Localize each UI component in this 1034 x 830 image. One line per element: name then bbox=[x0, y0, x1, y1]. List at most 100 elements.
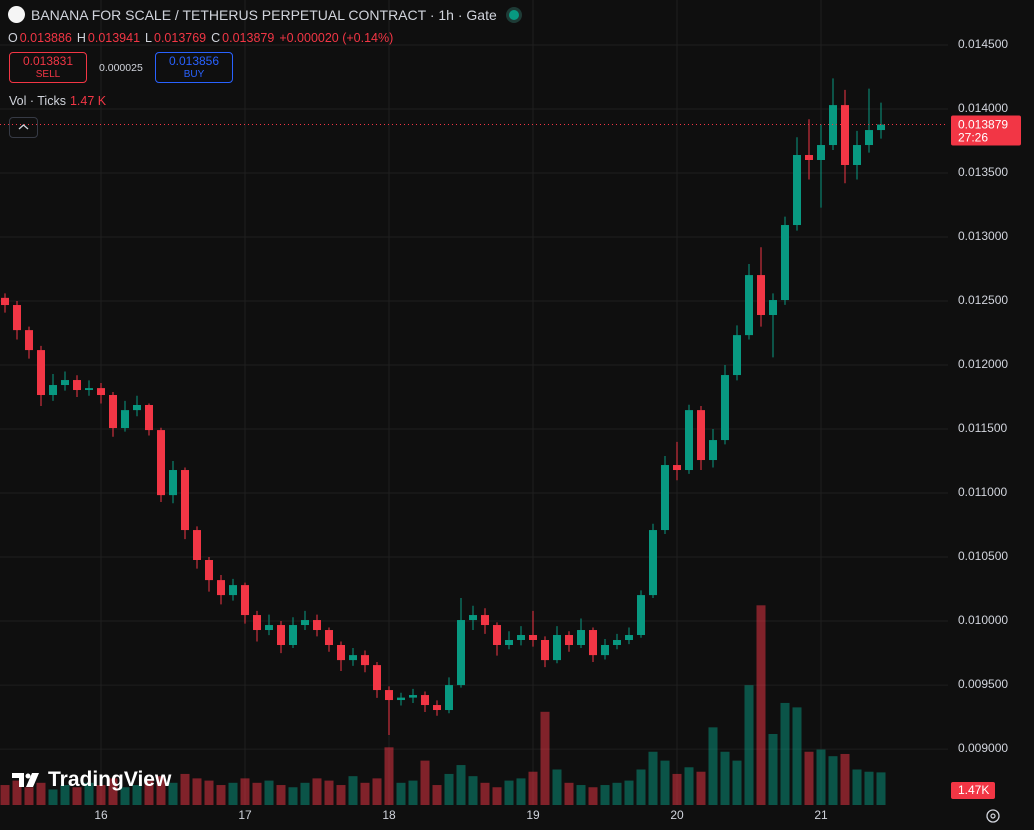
candle-body bbox=[769, 300, 777, 316]
volume-bar bbox=[504, 780, 514, 805]
ohlc-value: 0.013879 bbox=[222, 31, 275, 45]
y-tick-label: 0.012000 bbox=[958, 357, 1008, 371]
volume-bar bbox=[756, 605, 766, 805]
candle-body bbox=[661, 465, 669, 531]
volume-bar bbox=[516, 778, 526, 805]
ohlc-key: H bbox=[76, 31, 86, 45]
candle-body bbox=[637, 595, 645, 636]
x-tick-label: 16 bbox=[94, 808, 108, 822]
candle-body bbox=[793, 155, 801, 226]
candle-body bbox=[685, 410, 693, 471]
countdown: 27:26 bbox=[958, 131, 988, 145]
volume-bar bbox=[480, 782, 490, 805]
volume-bar bbox=[336, 785, 346, 805]
ohlc-value: 0.013941 bbox=[87, 31, 141, 45]
last-price-label: 0.013879 bbox=[958, 118, 1008, 132]
volume-bar bbox=[132, 785, 142, 805]
symbol-header: BANANA FOR SCALE / TETHERUS PERPETUAL CO… bbox=[8, 6, 519, 23]
candle-body bbox=[157, 430, 165, 496]
candle-body bbox=[673, 465, 681, 471]
volume-bar bbox=[24, 787, 34, 805]
x-tick-label: 17 bbox=[238, 808, 252, 822]
candle-body bbox=[13, 305, 21, 331]
volume-bar bbox=[828, 756, 838, 805]
volume-bar bbox=[720, 751, 730, 805]
candle-body bbox=[721, 375, 729, 441]
settings-button[interactable] bbox=[986, 809, 1000, 823]
candle-body bbox=[217, 580, 225, 596]
candle-body bbox=[73, 380, 81, 391]
volume-bar bbox=[672, 773, 682, 805]
x-tick-label: 18 bbox=[382, 808, 396, 822]
volume-bar bbox=[612, 782, 622, 805]
volume-bar bbox=[264, 780, 274, 805]
candle-body bbox=[85, 388, 93, 391]
volume-bar bbox=[144, 780, 154, 805]
candle-body bbox=[577, 630, 585, 645]
volume-bar bbox=[96, 785, 106, 805]
buy-button[interactable]: 0.013856 BUY bbox=[155, 52, 233, 83]
candle-body bbox=[109, 395, 117, 429]
candle-body bbox=[613, 640, 621, 645]
volume-bar bbox=[72, 787, 82, 805]
volume-bar bbox=[12, 780, 22, 805]
candle-body bbox=[181, 470, 189, 531]
x-tick-label: 19 bbox=[526, 808, 540, 822]
volume-bar bbox=[36, 782, 46, 805]
y-tick-label: 0.013000 bbox=[958, 229, 1008, 243]
watermark-logo bbox=[12, 773, 39, 787]
volume-legend: Vol · Ticks 1.47 K bbox=[9, 94, 106, 108]
candle-body bbox=[757, 275, 765, 316]
volume-bar bbox=[768, 734, 778, 805]
y-tick-label: 0.014500 bbox=[958, 37, 1008, 51]
volume-bar bbox=[384, 747, 394, 805]
candle-body bbox=[829, 105, 837, 146]
candle-body bbox=[145, 404, 153, 431]
candle-body bbox=[709, 440, 717, 461]
volume-bar bbox=[588, 787, 598, 805]
volume-bar bbox=[300, 782, 310, 805]
volume-bar bbox=[216, 785, 226, 805]
buy-label: BUY bbox=[183, 69, 205, 80]
volume-bar bbox=[732, 760, 742, 805]
volume-bar bbox=[456, 765, 466, 805]
volume-bar bbox=[48, 789, 58, 805]
volume-bar bbox=[252, 782, 262, 805]
volume-bar bbox=[240, 778, 250, 805]
y-tick-label: 0.009500 bbox=[958, 677, 1008, 691]
candle-body bbox=[505, 640, 513, 645]
volume-bar bbox=[204, 780, 214, 805]
collapse-icon bbox=[18, 124, 29, 130]
volume-bar bbox=[444, 773, 454, 805]
candle-body bbox=[877, 124, 885, 131]
ohlc-value: 0.013769 bbox=[154, 31, 207, 45]
candle-body bbox=[229, 585, 237, 596]
candle-body bbox=[385, 690, 393, 701]
settings-icon bbox=[986, 809, 1000, 823]
volume-bar bbox=[360, 782, 370, 805]
volume-bar bbox=[564, 782, 574, 805]
volume-bar bbox=[624, 780, 634, 805]
volume-bar bbox=[0, 785, 10, 805]
sell-button[interactable]: 0.013831 SELL bbox=[9, 52, 87, 83]
volume-bar bbox=[744, 685, 754, 805]
volume-bar bbox=[372, 778, 382, 805]
candle-body bbox=[37, 350, 45, 396]
candle-body bbox=[97, 388, 105, 396]
volume-bar bbox=[780, 702, 790, 805]
price-change: +0.000020 (+0.14%) bbox=[279, 31, 394, 45]
collapse-button[interactable] bbox=[9, 117, 38, 138]
buy-price: 0.013856 bbox=[168, 54, 220, 68]
candle-body bbox=[409, 695, 417, 698]
candle-body bbox=[601, 644, 609, 656]
candle-body bbox=[733, 335, 741, 376]
volume-bar bbox=[432, 785, 442, 805]
y-tick-label: 0.011500 bbox=[958, 421, 1007, 435]
volume-value: 1.47 K bbox=[69, 94, 107, 108]
volume-bar bbox=[660, 760, 670, 805]
candle-body bbox=[853, 145, 861, 165]
x-tick-label: 21 bbox=[814, 808, 828, 822]
spread: 0.000025 bbox=[99, 62, 143, 74]
volume-bar bbox=[876, 772, 886, 805]
y-tick-label: 0.013500 bbox=[958, 165, 1008, 179]
